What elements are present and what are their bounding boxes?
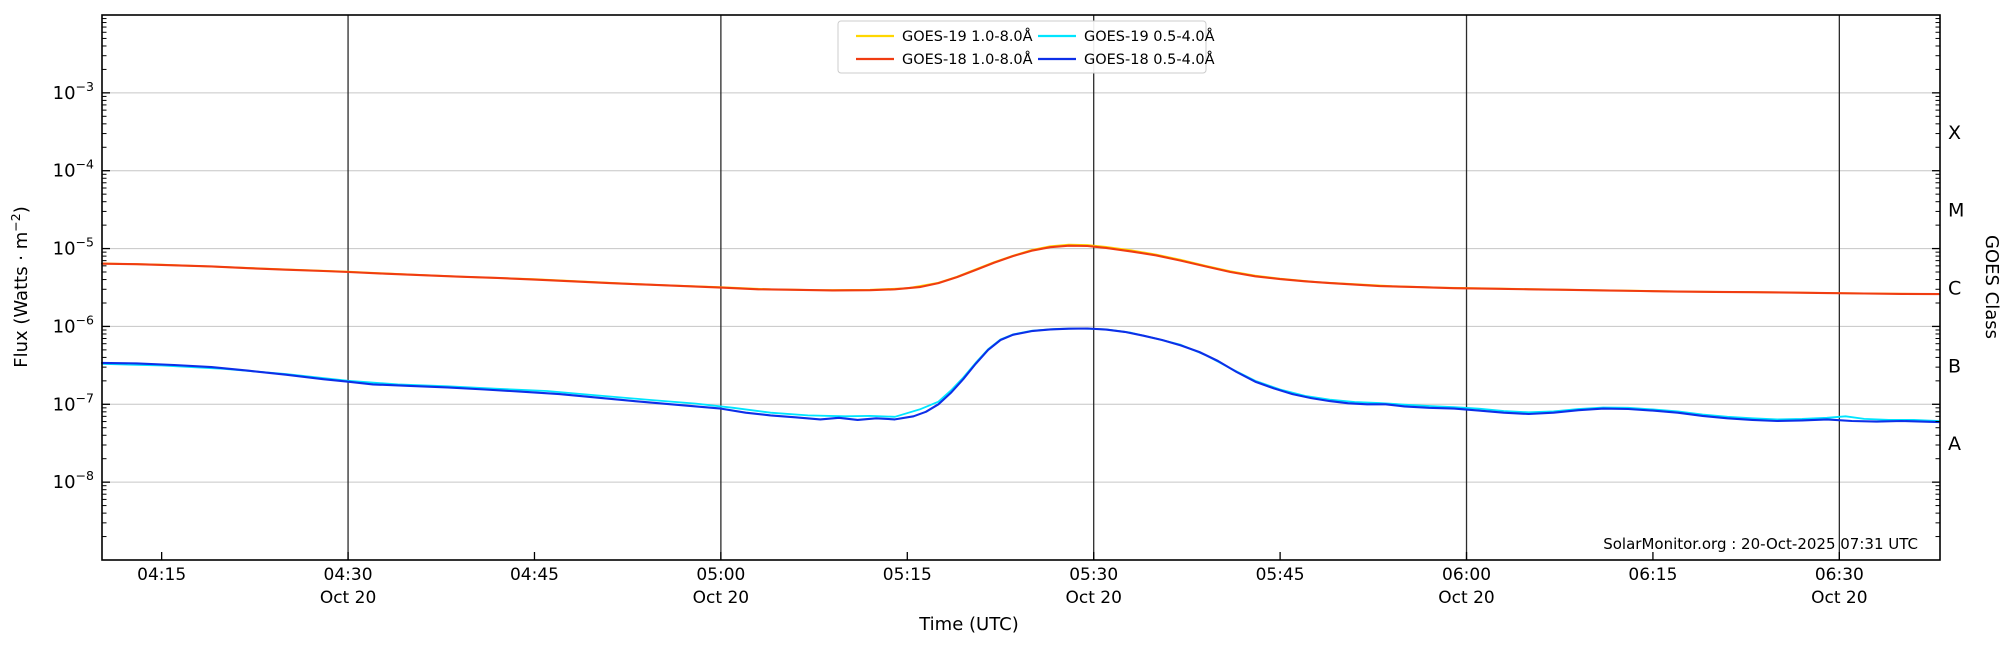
x-tick-date-label: Oct 20 <box>693 588 749 608</box>
x-axis-title: Time (UTC) <box>918 614 1019 635</box>
y-axis-title-right: GOES Class <box>1981 235 2000 339</box>
x-tick-date-label: Oct 20 <box>1065 588 1121 608</box>
x-tick-date-label: Oct 20 <box>1811 588 1867 608</box>
horizontal-decade-gridlines <box>102 92 1940 483</box>
y-tick-label: 10−4 <box>53 157 94 182</box>
legend-label-goes18-short: GOES-18 0.5-4.0Å <box>1084 51 1215 68</box>
flux-curve-goes-19-0-5-4-0- <box>101 327 1940 422</box>
source-timestamp: SolarMonitor.org : 20-Oct-2025 07:31 UTC <box>1603 535 1918 553</box>
x-tick-label: 06:00 <box>1442 565 1491 585</box>
x-tick-label: 04:30 <box>324 565 373 585</box>
y-tick-label: 10−5 <box>53 235 94 260</box>
x-tick-label: 05:15 <box>883 565 932 585</box>
x-tick-label: 04:45 <box>510 565 559 585</box>
x-tick-label: 05:30 <box>1069 565 1118 585</box>
y-axis-tick-labels: 10−3 10−4 10−5 10−6 10−7 10−8 <box>53 79 94 493</box>
x-tick-date-label: Oct 20 <box>1438 588 1494 608</box>
x-tick-label: 06:30 <box>1815 565 1864 585</box>
y-tick-label: 10−7 <box>53 390 94 415</box>
goes-class-letter-a: A <box>1948 433 1961 455</box>
flux-curve-goes-18-1-0-8-0- <box>100 244 1940 296</box>
vertical-halfhour-gridlines <box>347 15 1840 560</box>
flux-curves <box>100 243 1940 424</box>
legend-box <box>837 20 1207 74</box>
goes-class-letters: X M C B A <box>1948 122 1964 455</box>
goes-class-letter-c: C <box>1948 278 1961 300</box>
goes-class-letter-x: X <box>1948 122 1961 144</box>
flux-curve-goes-18-0-5-4-0- <box>100 327 1940 424</box>
x-axis-tick-labels: 04:15 04:30 Oct 20 04:45 05:00 Oct 20 05:15 05:… <box>137 565 1867 608</box>
legend-label-goes18-long: GOES-18 1.0-8.0Å <box>902 51 1033 68</box>
y-tick-label: 10−6 <box>53 312 94 337</box>
legend: GOES-19 1.0-8.0Å GOES-18 1.0-8.0Å GOES-1… <box>837 20 1215 74</box>
legend-label-goes19-short: GOES-19 0.5-4.0Å <box>1084 28 1215 45</box>
y-tick-label: 10−3 <box>53 79 94 104</box>
y-tick-label: 10−8 <box>53 468 94 493</box>
x-tick-label: 05:00 <box>696 565 745 585</box>
plot-border <box>101 14 1941 561</box>
legend-label-goes19-long: GOES-19 1.0-8.0Å <box>902 28 1033 45</box>
goes-class-letter-m: M <box>1948 200 1964 222</box>
axis-ticks <box>102 18 1940 560</box>
x-tick-date-label: Oct 20 <box>320 588 376 608</box>
goes-class-letter-b: B <box>1948 355 1961 377</box>
x-tick-label: 04:15 <box>137 565 186 585</box>
flux-curve-goes-19-1-0-8-0- <box>101 243 1940 295</box>
y-axis-title-left: Flux (Watts · m−2) <box>8 206 32 368</box>
x-tick-label: 06:15 <box>1628 565 1677 585</box>
x-tick-label: 05:45 <box>1256 565 1305 585</box>
